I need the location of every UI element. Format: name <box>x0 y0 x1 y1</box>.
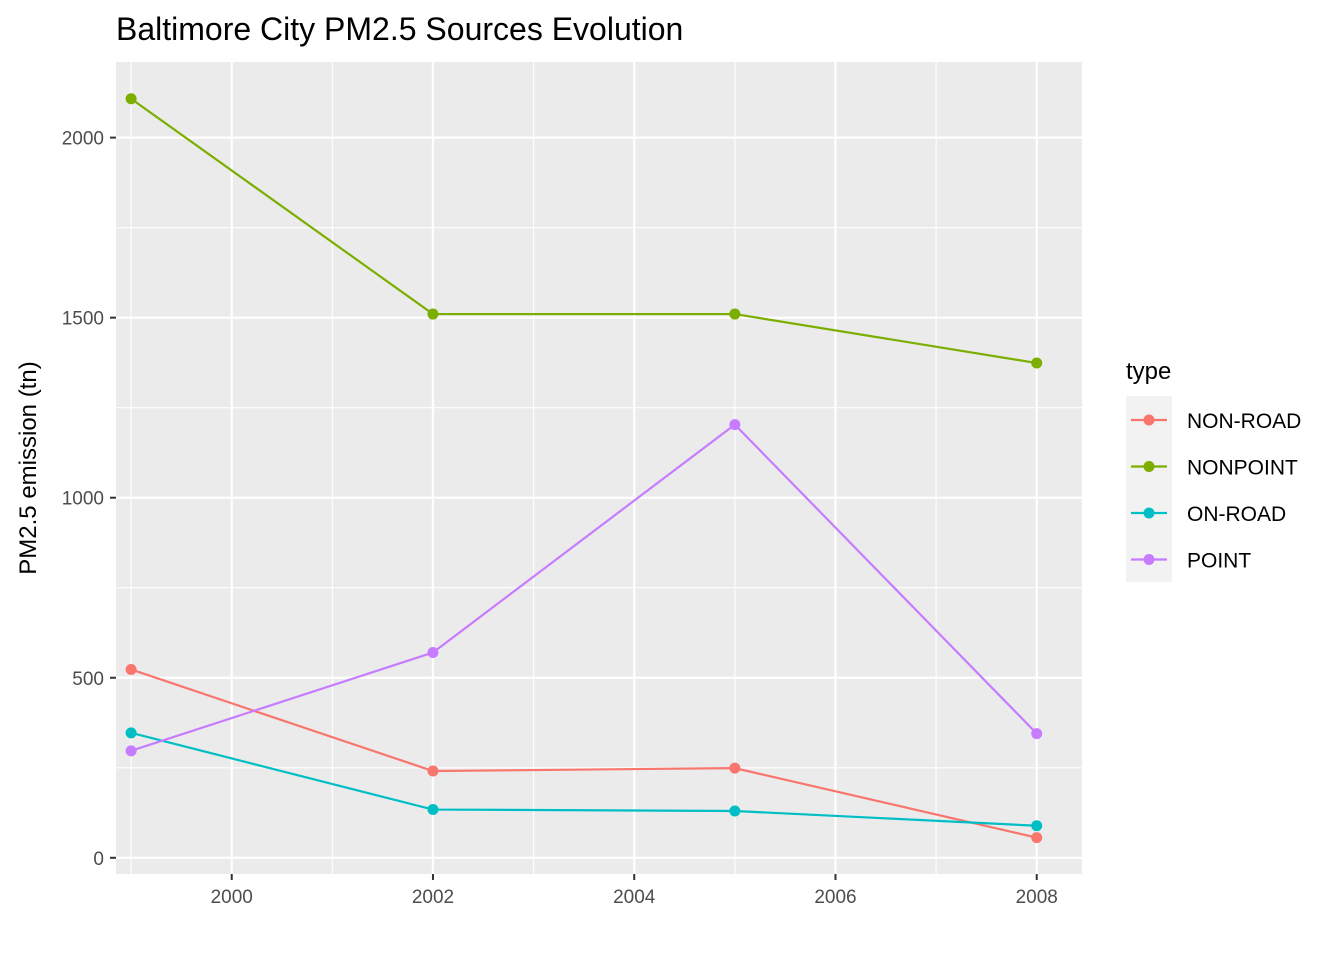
legend-key-point <box>1143 414 1155 426</box>
series-nonpoint <box>125 93 1043 369</box>
legend-label: POINT <box>1187 550 1251 573</box>
series-on-road <box>125 727 1043 832</box>
data-point-non-road <box>427 765 439 777</box>
legend-key-point <box>1143 554 1155 565</box>
y-tick-label: 0 <box>93 849 104 870</box>
minor-gridlines <box>116 62 1082 874</box>
series-non-road <box>125 663 1043 844</box>
legend-item-non-road: NON-ROAD <box>1131 410 1301 433</box>
y-tick-label: 1500 <box>62 309 104 330</box>
y-tick-label: 1000 <box>62 489 104 510</box>
data-point-point <box>1031 728 1043 740</box>
legend-title: type <box>1126 358 1171 385</box>
data-point-on-road <box>1031 820 1043 832</box>
legend-item-on-road: ON-ROAD <box>1131 503 1286 526</box>
legend-item-point: POINT <box>1131 550 1251 573</box>
series-layer <box>125 93 1043 844</box>
series-line-nonpoint <box>130 97 1037 365</box>
data-point-non-road <box>125 663 137 675</box>
legend-label: ON-ROAD <box>1187 503 1286 526</box>
series-line-on-road <box>130 731 1037 827</box>
legend-label: NONPOINT <box>1187 457 1298 480</box>
data-point-non-road <box>1031 832 1043 844</box>
data-point-nonpoint <box>1031 357 1043 369</box>
data-point-non-road <box>729 762 741 774</box>
data-point-on-road <box>125 727 137 739</box>
series-point <box>125 419 1043 757</box>
legend: type NON-ROAD NONPOINT ON-ROAD POINT <box>1126 358 1301 582</box>
data-point-on-road <box>729 805 741 817</box>
legend-key-point <box>1143 461 1155 472</box>
series-line-point <box>130 423 1038 752</box>
data-point-on-road <box>427 804 439 816</box>
x-axis: 2000 2002 2004 2006 2008 <box>211 874 1058 908</box>
data-point-point <box>427 647 439 659</box>
series-line-non-road <box>130 668 1037 839</box>
x-tick-label: 2008 <box>1016 887 1058 908</box>
data-point-nonpoint <box>427 308 439 320</box>
data-point-point <box>125 745 137 757</box>
legend-items: NON-ROAD NONPOINT ON-ROAD POINT <box>1131 410 1301 573</box>
y-tick-label: 2000 <box>62 129 104 150</box>
legend-item-nonpoint: NONPOINT <box>1131 457 1298 480</box>
data-point-nonpoint <box>125 93 137 105</box>
data-point-nonpoint <box>729 308 741 320</box>
y-axis-label: PM2.5 emission (tn) <box>15 361 42 574</box>
legend-key-point <box>1143 507 1155 519</box>
legend-keys-background <box>1126 396 1172 582</box>
y-tick-label: 500 <box>72 669 104 690</box>
x-tick-label: 2000 <box>211 887 253 908</box>
x-tick-label: 2004 <box>613 887 656 908</box>
x-tick-label: 2002 <box>412 887 454 908</box>
chart-title: Baltimore City PM2.5 Sources Evolution <box>116 11 683 47</box>
legend-label: NON-ROAD <box>1187 410 1301 433</box>
data-point-point <box>729 419 741 431</box>
y-axis: 0 500 1000 1500 2000 <box>62 129 116 870</box>
x-tick-label: 2006 <box>814 887 856 908</box>
plot-panel <box>116 62 1082 874</box>
